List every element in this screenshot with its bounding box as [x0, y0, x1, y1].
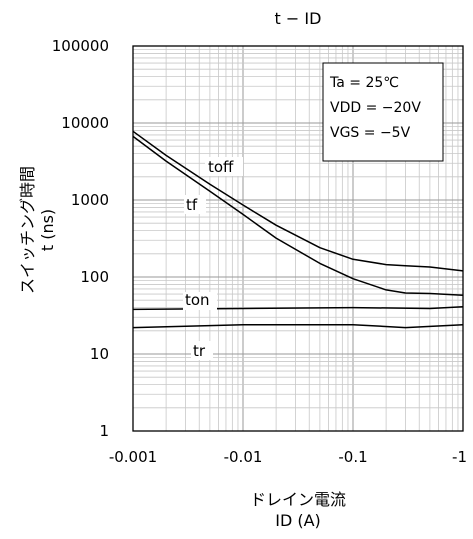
series-line-toff: [132, 130, 464, 272]
y-tick-label: 100000: [52, 37, 109, 55]
label-bg-toff: [205, 157, 243, 176]
y-tick-label: 10: [90, 345, 109, 363]
conditions-box: Ta = 25℃ VDD = −20V VGS = −5V: [322, 62, 444, 162]
label-bg-tr: [191, 341, 213, 360]
x-tick-label: -0.001: [109, 448, 157, 466]
y-axis-unit: t (ns): [38, 209, 57, 251]
y-tick-label: 1: [99, 422, 109, 440]
label-bg-tf: [184, 195, 206, 214]
conditions-frame: [322, 62, 444, 162]
x-tick-label: -1: [452, 448, 467, 466]
condition-vgs: VGS = −5V: [330, 125, 411, 141]
y-tick-label: 100: [80, 268, 109, 286]
condition-ta: Ta = 25℃: [329, 75, 399, 91]
series-label-toff: toff: [208, 158, 234, 176]
series-line-ton: [132, 306, 464, 311]
x-axis-unit: ID (A): [275, 511, 321, 530]
condition-vdd: VDD = −20V: [330, 100, 421, 116]
x-tick-labels: -0.001 -0.01 -0.1 -1: [109, 448, 467, 466]
y-axis-label: スイッチング時間: [18, 166, 37, 294]
x-axis-label: ドレイン電流: [250, 490, 346, 509]
plot-frame: [132, 45, 464, 432]
series-labels: toff tf ton tr: [183, 157, 243, 360]
series-label-tf: tf: [186, 196, 198, 214]
series-label-tr: tr: [193, 342, 206, 360]
y-tick-label: 1000: [71, 191, 109, 209]
chart-title: t − ID: [275, 9, 322, 28]
y-tick-label: 10000: [61, 114, 109, 132]
series-line-tf: [132, 135, 464, 296]
series-label-ton: ton: [185, 291, 210, 309]
y-tick-labels: 100000 10000 1000 100 10 1: [52, 37, 109, 440]
series-line-tr: [132, 323, 464, 329]
grid: [132, 46, 463, 432]
label-bg-ton: [183, 292, 217, 310]
x-tick-label: -0.1: [338, 448, 367, 466]
x-tick-label: -0.01: [224, 448, 263, 466]
